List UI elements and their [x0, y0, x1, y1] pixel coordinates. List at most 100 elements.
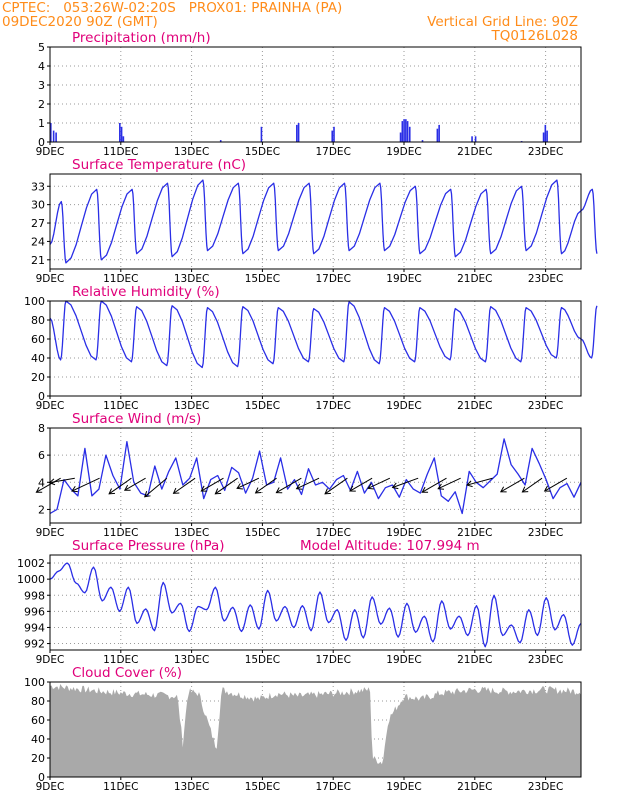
precip-bar	[542, 132, 545, 142]
cloud-xtick: 17DEC	[315, 781, 350, 793]
cloud-ytick: 20	[31, 752, 45, 765]
wind-vector	[500, 477, 525, 493]
precip-ytick: 2	[38, 98, 45, 111]
temp-xtick: 11DEC	[103, 273, 138, 285]
pressure-ytick: 1000	[17, 573, 45, 586]
cloud-xtick: 23DEC	[528, 781, 563, 793]
precip-xtick: 11DEC	[103, 146, 138, 158]
wind-vector-head	[295, 483, 303, 490]
temp-xtick: 17DEC	[315, 273, 350, 285]
temp-xtick: 13DEC	[174, 273, 209, 285]
humidity-line	[49, 300, 598, 369]
wind-xtick: 11DEC	[103, 527, 138, 539]
cloud-xtick: 9DEC	[36, 781, 65, 793]
pressure-line	[49, 562, 582, 648]
wind-title: Surface Wind (m/s)	[72, 411, 201, 427]
precip-bar	[399, 132, 402, 142]
wind-vector-head	[254, 487, 262, 494]
wind-vector-head	[214, 488, 222, 495]
wind-vector	[392, 477, 419, 488]
wind-frame	[49, 427, 582, 524]
cloud-ytick: 40	[31, 733, 45, 746]
rh-ytick: 100	[24, 295, 45, 308]
precip-bar	[122, 136, 125, 142]
rh-frame	[49, 300, 582, 397]
precip-frame	[49, 46, 582, 143]
temp-ytick: 21	[31, 254, 45, 267]
precip-xtick: 15DEC	[245, 146, 280, 158]
wind-vector	[296, 477, 320, 490]
temp-frame	[49, 173, 582, 270]
wind-xtick: 23DEC	[528, 527, 563, 539]
wind-ytick: 8	[38, 422, 45, 435]
wind-vector-head	[324, 488, 331, 495]
cloud-ytick: 80	[31, 695, 45, 708]
cloud-panel: 0 20 40 60 80 100 9DEC 11DEC 13DEC 15DEC 17DEC 19DE…	[24, 665, 582, 793]
precip-bar	[406, 121, 409, 142]
wind-vector-head	[421, 486, 429, 493]
rh-plot	[49, 300, 598, 369]
wind-speed-line	[49, 438, 582, 515]
precip-ytick: 0	[38, 136, 45, 149]
wind-vector-head	[200, 485, 208, 492]
wind-vector-head	[123, 484, 131, 491]
precip-bar	[405, 119, 407, 142]
header-grid-line: Vertical Grid Line: 90Z	[427, 14, 578, 30]
wind-vector-head	[349, 485, 356, 492]
wind-vector	[367, 477, 391, 489]
temp-xtick: 21DEC	[457, 273, 492, 285]
wind-vector-head	[275, 487, 283, 494]
precip-bar	[119, 123, 121, 142]
precip-bar	[52, 130, 55, 142]
pressure-xtick: 21DEC	[457, 654, 492, 666]
wind-plot	[35, 438, 582, 515]
temp-plot	[49, 179, 598, 264]
temp-xtick: 9DEC	[36, 273, 65, 285]
precip-bar	[331, 130, 334, 142]
pressure-title: Surface Pressure (hPa)	[72, 538, 225, 554]
precip-xtick: 21DEC	[457, 146, 492, 158]
rh-xtick: 17DEC	[315, 400, 350, 412]
wind-xtick: 19DEC	[386, 527, 421, 539]
precip-xtick: 23DEC	[528, 146, 563, 158]
precip-bar	[333, 126, 335, 142]
wind-vector	[49, 477, 75, 484]
rh-xtick: 21DEC	[457, 400, 492, 412]
pressure-xtick: 9DEC	[36, 654, 65, 666]
wind-vector-head	[499, 486, 507, 493]
wind-vector	[71, 477, 100, 492]
precip-xtick: 17DEC	[315, 146, 350, 158]
header-model: TQ0126L028	[491, 28, 578, 44]
rh-xtick: 23DEC	[528, 400, 563, 412]
rh-xtick: 9DEC	[36, 400, 65, 412]
rh-ytick: 40	[31, 352, 45, 365]
cloud-ytick: 100	[24, 676, 45, 689]
rh-title: Relative Humidity (%)	[72, 284, 220, 300]
cloud-title: Cloud Cover (%)	[72, 665, 182, 681]
precip-ytick: 5	[38, 41, 45, 54]
precip-ytick: 3	[38, 79, 45, 92]
rh-xtick: 15DEC	[245, 400, 280, 412]
wind-ytick: 6	[38, 449, 45, 462]
temp-xtick: 19DEC	[386, 273, 421, 285]
wind-vector	[144, 477, 168, 498]
header-station: CPTEC: 053:26W-02:20S PROX01: PRAINHA (P…	[2, 0, 343, 16]
wind-vector-head	[391, 482, 399, 490]
precip-xtick: 13DEC	[174, 146, 209, 158]
wind-xtick: 9DEC	[36, 527, 65, 539]
cloud-xtick: 11DEC	[103, 781, 138, 793]
wind-ytick: 2	[38, 503, 45, 516]
pressure-ytick: 1002	[17, 557, 45, 570]
precip-panel: 0 1 2 3 4 5 9DEC 11DEC 13DEC 15DEC 17DEC 19DEC 21DEC…	[36, 30, 582, 158]
wind-vector-head	[71, 485, 78, 493]
pressure-plot	[49, 562, 582, 648]
precip-bar	[436, 128, 439, 142]
wind-vector	[276, 477, 302, 494]
precip-bar	[408, 126, 411, 142]
wind-vector	[421, 477, 447, 493]
cloud-frame	[49, 681, 582, 778]
precip-bar	[296, 124, 298, 142]
wind-vector-head	[108, 488, 115, 495]
wind-vector	[36, 477, 61, 493]
wind-vector	[349, 477, 373, 492]
